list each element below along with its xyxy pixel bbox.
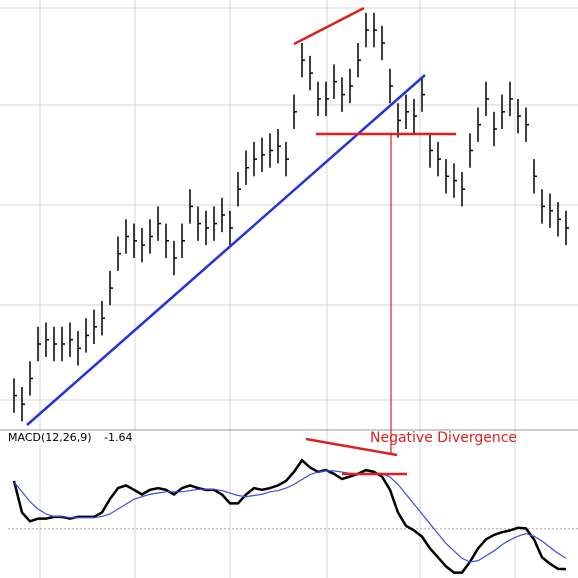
indicator-value: -1.64 — [104, 431, 132, 444]
label-bg — [6, 431, 136, 445]
annotation: Negative Divergence — [370, 430, 517, 446]
indicator-title: MACD(12,26,9) — [8, 431, 92, 444]
macd-divergence-line — [305, 437, 398, 457]
divergence-line — [293, 6, 365, 46]
macd-line — [13, 470, 567, 563]
marks — [8, 12, 578, 574]
macd-line — [12, 458, 567, 574]
